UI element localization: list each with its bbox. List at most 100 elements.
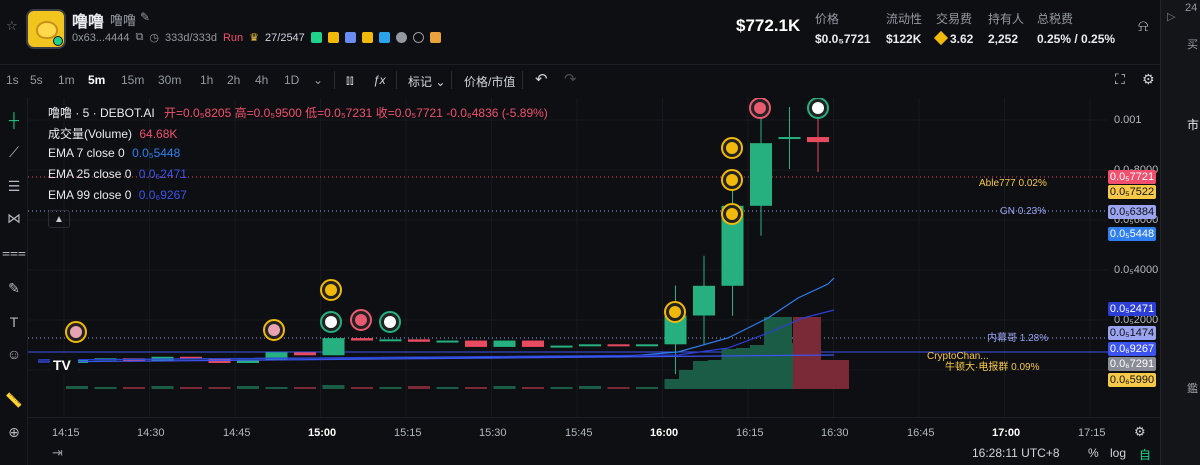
time-label: 15:00 bbox=[308, 427, 337, 439]
annotation-gn: GN 0.23% bbox=[1000, 206, 1047, 217]
book-icon[interactable] bbox=[429, 32, 441, 43]
legend-collapse-button[interactable]: ▲ bbox=[48, 210, 70, 228]
percent-scale-button[interactable]: % bbox=[1088, 446, 1099, 460]
interval-5m[interactable]: 5m bbox=[88, 73, 106, 87]
cube-icon[interactable] bbox=[361, 32, 373, 43]
alert-bell-icon[interactable]: ⍾ bbox=[1138, 18, 1149, 35]
candle-type-icon[interactable]: ⫾⫾ bbox=[346, 73, 354, 87]
stat-value: $0.0₅7721 bbox=[815, 32, 871, 46]
candle-body bbox=[379, 339, 402, 342]
candle-body bbox=[607, 344, 630, 347]
volume-bar bbox=[764, 317, 792, 389]
candle-body bbox=[579, 344, 601, 347]
trader-avatar-face bbox=[325, 316, 337, 328]
candle-body bbox=[351, 338, 373, 341]
search-icon[interactable] bbox=[412, 32, 424, 43]
collapse-arrow-icon[interactable]: ▷ bbox=[1167, 11, 1176, 23]
candle-body bbox=[807, 137, 829, 143]
volume-value: 64.68K bbox=[139, 127, 178, 141]
stat-label: 总税费 bbox=[1037, 12, 1074, 26]
bnb-icon[interactable] bbox=[327, 32, 339, 43]
candle-body bbox=[265, 352, 288, 360]
fullscreen-icon[interactable]: ⛶ bbox=[1115, 71, 1125, 87]
telegram-icon[interactable] bbox=[378, 32, 390, 43]
mark-dropdown[interactable]: 标记 ⌄ bbox=[408, 75, 446, 89]
log-scale-button[interactable]: log bbox=[1110, 446, 1127, 460]
price-mcap-toggle[interactable]: 价格/市值 bbox=[464, 75, 516, 89]
redo-icon[interactable]: ↷ bbox=[564, 71, 577, 88]
stat-value: 2,252 bbox=[988, 32, 1019, 46]
volume-bar bbox=[708, 360, 736, 389]
side-tab-identify[interactable]: 鑑 bbox=[1187, 383, 1198, 395]
interval-4h[interactable]: 4h bbox=[255, 73, 269, 87]
fib-icon[interactable]: ⩶ bbox=[2, 243, 26, 260]
interval-1s[interactable]: 1s bbox=[6, 73, 19, 87]
candle-body bbox=[721, 205, 744, 286]
side-tab-top[interactable]: 24 bbox=[1185, 2, 1198, 14]
interval-30m[interactable]: 30m bbox=[158, 73, 182, 87]
stat-price: 价格 $0.0₅7721 bbox=[815, 10, 871, 46]
candlestick-chart[interactable]: TV bbox=[28, 98, 1160, 417]
brush-icon[interactable]: ✎ bbox=[8, 279, 20, 296]
side-tab-market[interactable]: 市 bbox=[1187, 118, 1200, 132]
volume-bar bbox=[237, 386, 259, 389]
legend-ema99-row: EMA 99 close 0 0.0₆9267 bbox=[48, 188, 548, 209]
horizontal-lines-icon[interactable]: ☰ bbox=[7, 177, 21, 194]
token-meta-row: 0x63...4444 ⧉ ◷ 333d/333d Run ♛ 27/2547 bbox=[72, 31, 441, 44]
interval-dropdown-icon[interactable]: ⌄ bbox=[313, 73, 324, 87]
hand-icon[interactable] bbox=[310, 32, 322, 43]
interval-1m[interactable]: 1m bbox=[58, 73, 75, 87]
interval-1d[interactable]: 1D bbox=[284, 73, 300, 87]
pattern-icon[interactable]: ⋈ bbox=[7, 209, 21, 226]
trader-avatar-face bbox=[325, 284, 337, 296]
time-label: 15:45 bbox=[565, 427, 593, 439]
group-icon[interactable] bbox=[344, 32, 356, 43]
tradingview-logo-icon[interactable]: TV bbox=[53, 357, 72, 373]
divider bbox=[334, 71, 335, 89]
crown-ratio: 27/2547 bbox=[265, 31, 305, 44]
legend-title: 噜噜 · 5 · DEBOT.AI bbox=[48, 106, 155, 120]
settings-gear-icon[interactable]: ⚙ bbox=[1142, 71, 1155, 87]
price-chart[interactable]: TV bbox=[28, 98, 1160, 465]
divider bbox=[396, 71, 397, 89]
edit-icon[interactable]: ✎ bbox=[140, 10, 151, 24]
volume-bar bbox=[265, 387, 288, 389]
auto-scale-button[interactable]: 自动 bbox=[1139, 448, 1152, 462]
zoom-in-icon[interactable]: ⊕ bbox=[8, 423, 20, 440]
globe-icon[interactable] bbox=[395, 32, 407, 43]
volume-bar bbox=[123, 387, 145, 389]
undo-icon[interactable]: ↶ bbox=[535, 71, 548, 88]
ema7-value: 0.0₅5448 bbox=[132, 146, 181, 160]
indicators-icon[interactable]: ƒx bbox=[373, 73, 386, 87]
time-label: 16:30 bbox=[821, 427, 849, 439]
stat-value: $122K bbox=[886, 32, 922, 46]
interval-1h[interactable]: 1h bbox=[200, 73, 214, 87]
time-label: 17:00 bbox=[992, 427, 1021, 439]
copy-icon[interactable]: ⧉ bbox=[135, 31, 144, 43]
price-tag-insider: 0.0₅1474 bbox=[1108, 326, 1156, 340]
trend-line-icon[interactable]: ⟋ bbox=[9, 143, 19, 160]
time-label: 17:15 bbox=[1078, 427, 1106, 439]
ruler-icon[interactable]: 📏 bbox=[5, 391, 23, 408]
clock-time[interactable]: 16:28:11 UTC+8 bbox=[972, 446, 1060, 460]
favorite-star-icon[interactable]: ☆ bbox=[6, 18, 18, 33]
emoji-icon[interactable]: ☺ bbox=[6, 346, 22, 362]
candle-body bbox=[550, 345, 573, 348]
text-tool-icon[interactable]: T bbox=[9, 314, 19, 330]
interval-5s[interactable]: 5s bbox=[30, 73, 43, 87]
volume-bar bbox=[66, 386, 88, 389]
volume-bar bbox=[465, 387, 487, 389]
volume-bar bbox=[180, 387, 202, 389]
ema7-label: EMA 7 close 0 bbox=[48, 146, 125, 160]
time-axis-bar: 14:15 14:30 14:45 15:00 15:15 15:30 15:4… bbox=[28, 417, 1160, 465]
price-tag-ema99: 0.0₆9267 bbox=[1108, 342, 1156, 356]
goto-date-icon[interactable]: ⇥ bbox=[52, 445, 63, 460]
legend-ema25-row: EMA 25 close 0 0.0₅2471 bbox=[48, 167, 548, 188]
stat-value: 0.25% / 0.25% bbox=[1037, 32, 1116, 46]
crosshair-icon[interactable]: ┼ bbox=[9, 112, 19, 128]
interval-2h[interactable]: 2h bbox=[227, 73, 241, 87]
side-tab-buy[interactable]: 买 bbox=[1187, 39, 1198, 51]
time-label: 14:45 bbox=[223, 427, 251, 439]
axis-settings-icon[interactable]: ⚙ bbox=[1134, 424, 1146, 439]
interval-15m[interactable]: 15m bbox=[121, 73, 145, 87]
